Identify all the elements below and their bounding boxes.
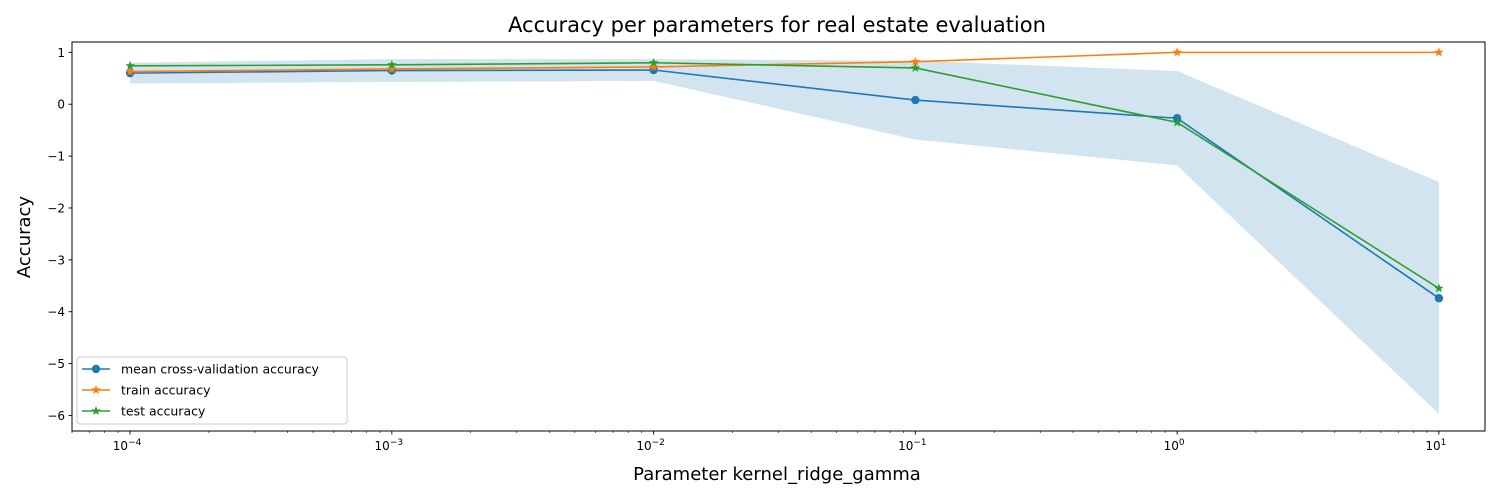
x-tick-base: 10	[898, 439, 913, 453]
data-point	[125, 60, 135, 70]
chart-title: Accuracy per parameters for real estate …	[508, 13, 1046, 37]
series-line-2	[130, 61, 1440, 290]
y-tick-label: −6	[47, 409, 65, 423]
legend-label: mean cross-validation accuracy	[121, 362, 320, 377]
x-tick-exponent: 1	[1441, 438, 1447, 448]
x-tick-base: 10	[113, 439, 128, 453]
confidence-band	[130, 59, 1439, 414]
legend-marker	[91, 364, 101, 374]
legend-box	[76, 356, 348, 425]
x-tick-label: 10−4	[113, 438, 142, 453]
series-1	[125, 47, 1444, 76]
x-tick-base: 10	[636, 439, 651, 453]
series-layer	[125, 47, 1444, 303]
x-tick-label: 101	[1425, 438, 1446, 453]
x-tick-base: 10	[1425, 439, 1440, 453]
legend-label: test accuracy	[121, 404, 206, 419]
x-tick-base: 10	[1164, 439, 1179, 453]
legend-marker	[91, 406, 101, 416]
x-tick-label: 100	[1164, 438, 1185, 453]
data-point	[1434, 294, 1444, 303]
y-tick-label: −2	[47, 201, 65, 215]
x-axis: 10−4 10−3 10−2 10−1 100 101	[71, 431, 1446, 453]
y-tick-label: −5	[47, 357, 65, 371]
x-tick-base: 10	[375, 439, 390, 453]
x-tick-label: 10−1	[898, 438, 927, 453]
data-point	[387, 63, 397, 74]
data-point	[911, 95, 920, 105]
data-point	[648, 57, 659, 67]
data-point	[125, 66, 135, 76]
x-tick-exponent: −4	[128, 438, 142, 448]
data-point	[648, 61, 659, 71]
x-tick-exponent: 0	[1179, 438, 1185, 448]
data-point	[1434, 283, 1444, 293]
y-tick-label: −1	[47, 150, 65, 164]
data-point	[1172, 47, 1182, 57]
legend-label: train accuracy	[121, 383, 211, 398]
legend: mean cross-validation accuracy train accu…	[76, 356, 348, 425]
x-tick-label: 10−3	[375, 438, 404, 453]
data-point	[649, 65, 658, 75]
x-tick-exponent: −2	[652, 438, 665, 448]
data-point	[1434, 47, 1444, 57]
y-tick-label: −3	[47, 253, 65, 267]
x-tick-exponent: −3	[390, 438, 403, 448]
series-line-1	[130, 51, 1439, 73]
confidence-band-layer	[130, 59, 1439, 414]
y-tick-label: −4	[47, 305, 65, 319]
data-point	[387, 59, 397, 69]
y-tick-label: 1	[57, 46, 65, 60]
x-axis-label: Parameter kernel_ridge_gamma	[633, 464, 921, 485]
data-point	[910, 62, 921, 72]
series-line-0	[130, 69, 1440, 299]
data-point	[910, 56, 921, 66]
legend-marker	[91, 385, 101, 395]
y-axis: 1 0 −1 −2 −3 −4 −5 −6	[47, 46, 72, 423]
y-tick-label: 0	[57, 98, 65, 112]
y-axis-label: Accuracy	[14, 196, 35, 279]
x-tick-label: 10−2	[636, 438, 665, 453]
data-point	[1172, 117, 1182, 127]
series-2	[125, 57, 1444, 293]
x-tick-exponent: −1	[913, 438, 926, 448]
